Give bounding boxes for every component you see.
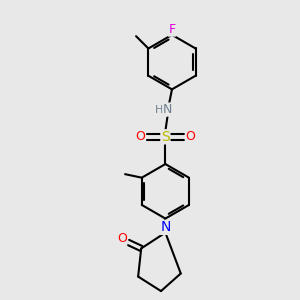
Text: S: S [161,130,170,144]
Text: O: O [135,130,145,143]
Text: O: O [185,130,195,143]
Text: O: O [117,232,127,245]
Text: N: N [163,103,172,116]
Text: F: F [168,23,175,36]
Text: N: N [160,220,171,234]
Text: H: H [154,105,163,115]
